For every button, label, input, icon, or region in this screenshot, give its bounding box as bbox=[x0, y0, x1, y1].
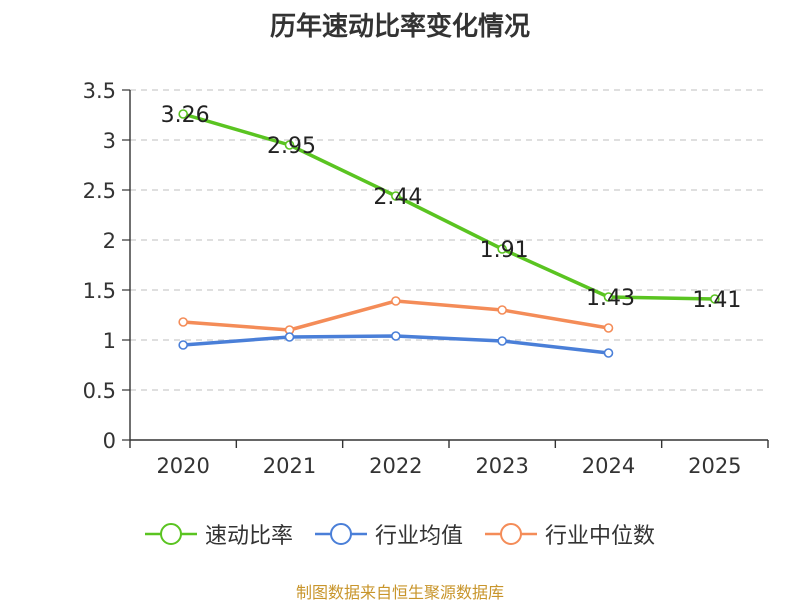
legend-item[interactable]: 行业均值 bbox=[314, 518, 463, 550]
x-tick-label: 2022 bbox=[369, 454, 422, 478]
y-tick-label: 3 bbox=[103, 129, 116, 153]
data-label: 2.95 bbox=[267, 134, 316, 159]
x-tick-label: 2025 bbox=[688, 454, 741, 478]
series-3 bbox=[178, 296, 614, 335]
legend: 速动比率 行业均值 行业中位数 bbox=[0, 518, 800, 550]
data-label: 1.43 bbox=[586, 286, 635, 311]
x-tick-label: 2020 bbox=[156, 454, 209, 478]
legend-item[interactable]: 速动比率 bbox=[144, 518, 293, 550]
y-tick-label: 1 bbox=[103, 329, 116, 353]
data-point bbox=[178, 340, 188, 350]
data-point bbox=[497, 336, 507, 346]
legend-circle bbox=[500, 523, 522, 545]
legend-marker-icon bbox=[314, 523, 367, 545]
chart-title: 历年速动比率变化情况 bbox=[269, 12, 530, 42]
data-point bbox=[284, 140, 295, 150]
data-label: 2.44 bbox=[373, 185, 422, 210]
data-label: 3.26 bbox=[161, 103, 210, 128]
legend-marker-icon bbox=[485, 523, 537, 545]
data-point bbox=[603, 323, 614, 333]
legend-circle bbox=[159, 523, 182, 545]
data-point bbox=[178, 317, 188, 327]
legend-label: 速动比率 bbox=[204, 524, 293, 549]
y-tick-label: 0 bbox=[103, 429, 116, 453]
series-1: 3.26 2.95 2.44 1.91 1.43 1.41 bbox=[161, 103, 742, 313]
x-tick-label: 2024 bbox=[582, 454, 635, 478]
legend-label: 行业均值 bbox=[374, 524, 463, 549]
series-2 bbox=[178, 331, 614, 358]
data-point bbox=[603, 348, 614, 358]
legend-circle bbox=[329, 523, 352, 545]
legend-marker-icon bbox=[144, 523, 197, 545]
data-label: 1.41 bbox=[692, 288, 741, 313]
x-tick-label: 2021 bbox=[263, 454, 316, 478]
data-label: 1.91 bbox=[480, 238, 529, 263]
legend-label: 行业中位数 bbox=[545, 524, 656, 549]
data-point bbox=[710, 294, 720, 304]
y-tick-label: 2 bbox=[103, 229, 116, 253]
source-note: 制图数据来自恒生聚源数据库 bbox=[295, 583, 504, 602]
data-point bbox=[178, 109, 188, 119]
y-tick-label: 2.5 bbox=[83, 179, 116, 203]
data-point bbox=[391, 331, 401, 341]
data-point bbox=[284, 332, 295, 342]
data-point bbox=[497, 244, 507, 254]
y-tick-label: 3.5 bbox=[83, 79, 116, 103]
data-point bbox=[497, 305, 507, 315]
series-line bbox=[181, 112, 717, 301]
y-tick-label: 0.5 bbox=[83, 379, 116, 403]
data-point bbox=[391, 296, 401, 306]
legend-item[interactable]: 行业中位数 bbox=[485, 518, 655, 550]
x-tick-label: 2023 bbox=[475, 454, 528, 478]
data-point bbox=[603, 292, 614, 302]
data-point bbox=[391, 191, 401, 201]
y-tick-label: 1.5 bbox=[83, 279, 116, 303]
